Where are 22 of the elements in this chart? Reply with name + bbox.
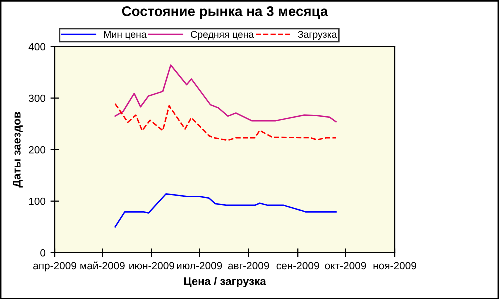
legend-label: Мин цена	[104, 31, 147, 40]
x-tick-label: сен-2009	[276, 262, 320, 270]
x-axis-title: Цена / загрузка	[184, 277, 266, 288]
y-tick-label: 0	[40, 249, 46, 257]
x-tick-label: окт-2009	[325, 262, 366, 270]
y-tick-label: 400	[28, 43, 46, 51]
line-series	[114, 103, 337, 142]
y-tick-label: 300	[28, 94, 46, 102]
x-tick-label: май-2009	[80, 262, 125, 270]
line-series	[114, 64, 337, 123]
y-tick-label: 200	[29, 146, 46, 154]
x-tick-label: июл-2009	[177, 262, 222, 270]
legend-label: Средняя цена	[191, 31, 254, 40]
legend-label: Загрузка	[298, 31, 338, 40]
x-tick-label: ноя-2009	[374, 262, 416, 270]
y-tick-label: 100	[29, 198, 46, 206]
y-axis-title: Даты заездов	[13, 112, 23, 188]
line-series	[114, 193, 337, 228]
x-tick-label: июн-2009	[130, 262, 174, 270]
x-tick-label: апр-2009	[34, 262, 76, 272]
x-tick-label: авг-2009	[228, 262, 270, 270]
chart-title: Состояние рынка на 3 месяца	[122, 6, 328, 20]
